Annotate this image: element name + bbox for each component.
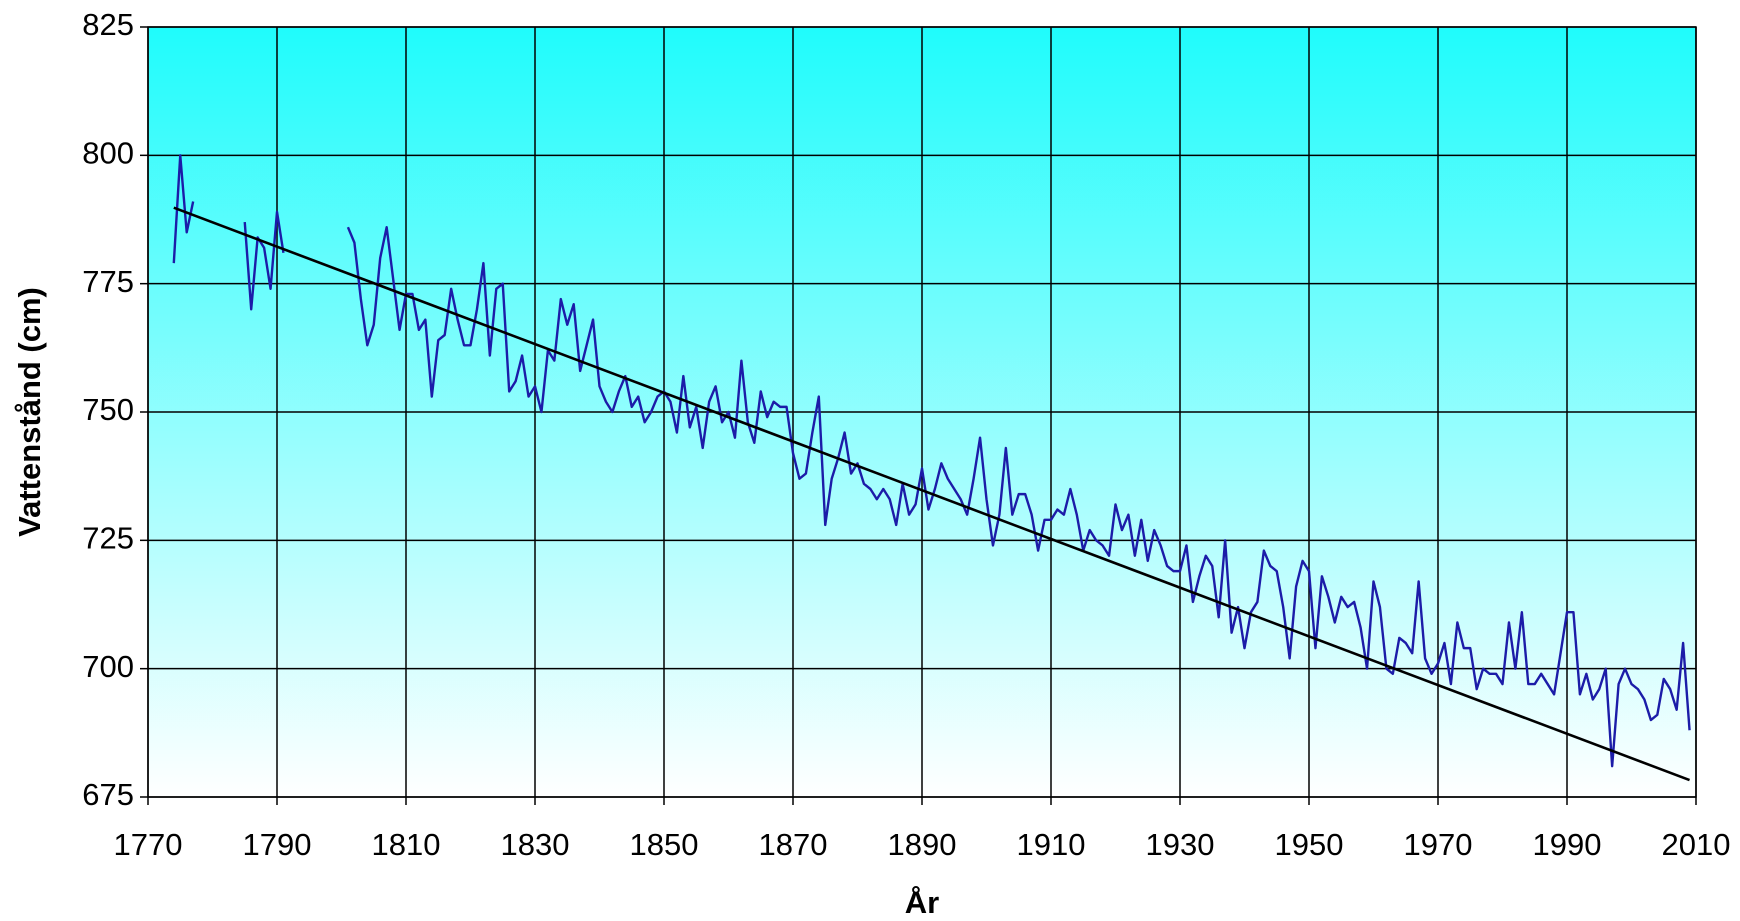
y-tick-label: 700 <box>82 649 134 684</box>
y-tick-label: 825 <box>82 7 134 42</box>
x-tick-label: 1810 <box>372 827 441 862</box>
x-tick-label: 1910 <box>1017 827 1086 862</box>
x-tick-label: 1770 <box>114 827 183 862</box>
y-axis-title: Vattenstånd (cm) <box>12 287 47 537</box>
x-tick-label: 1970 <box>1404 827 1473 862</box>
x-tick-label: 1870 <box>759 827 828 862</box>
x-tick-label: 1950 <box>1275 827 1344 862</box>
plot-border <box>147 26 1697 798</box>
x-tick-label: 1930 <box>1146 827 1215 862</box>
x-axis-title: År <box>905 885 939 920</box>
x-tick-label: 1890 <box>888 827 957 862</box>
y-tick-label: 775 <box>82 264 134 299</box>
y-tick-label: 750 <box>82 392 134 427</box>
trend-line <box>173 206 1691 782</box>
y-tick-label: 675 <box>82 777 134 812</box>
y-tick-label: 725 <box>82 521 134 556</box>
x-tick-label: 1850 <box>630 827 699 862</box>
x-tick-label: 1830 <box>501 827 570 862</box>
x-tick-label: 2010 <box>1662 827 1731 862</box>
y-tick-label: 800 <box>82 136 134 171</box>
x-tick-label: 1790 <box>243 827 312 862</box>
x-tick-label: 1990 <box>1533 827 1602 862</box>
